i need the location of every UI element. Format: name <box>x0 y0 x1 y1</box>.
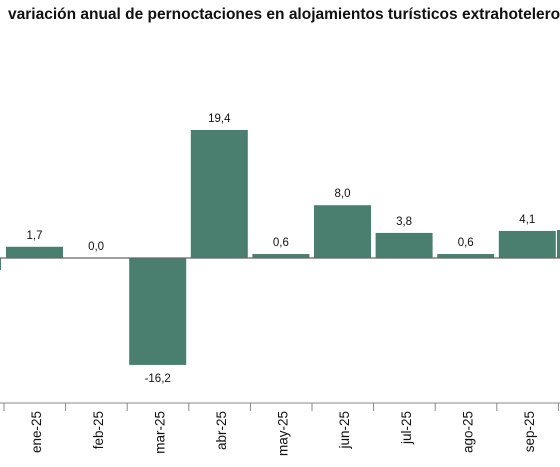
category-label: jun-25 <box>337 411 352 450</box>
bar-ene-25 <box>6 246 63 258</box>
value-label: 0,0 <box>88 241 104 253</box>
bar-mar-25 <box>129 258 187 365</box>
value-label: 19,4 <box>208 113 231 125</box>
bar-ago-25 <box>437 254 495 258</box>
chart-title: variación anual de pernoctaciones en alo… <box>8 6 560 23</box>
ticks-layer <box>3 403 559 411</box>
category-label: ago-25 <box>460 411 475 453</box>
value-label: -16,2 <box>145 373 171 385</box>
category-label: abr-25 <box>214 411 229 450</box>
value-label: 1,7 <box>27 230 43 242</box>
category-label: may-25 <box>276 411 291 456</box>
category-label: mar-25 <box>152 411 167 454</box>
bar-sep-25 <box>498 230 556 258</box>
bar-jul-25 <box>375 232 433 258</box>
bar-partial-right <box>557 230 560 258</box>
bar-jun-25 <box>314 205 371 258</box>
value-label: 0,6 <box>273 237 289 249</box>
category-label: sep-25 <box>522 411 537 452</box>
category-labels-layer: ene-25 feb-25 mar-25 abr-25 may-25 jun-25 jul-… <box>29 411 537 456</box>
value-label: 3,8 <box>396 216 412 228</box>
value-label: 8,0 <box>335 188 351 200</box>
bars-layer <box>0 129 560 365</box>
category-label: ene-25 <box>29 411 44 453</box>
value-label: 4,1 <box>519 214 535 226</box>
bar-may-25 <box>252 254 310 258</box>
value-label: 0,6 <box>458 237 474 249</box>
bar-partial-left <box>0 258 1 270</box>
value-labels-layer: 1,7 0,0 -16,2 19,4 0,6 8,0 3,8 0,6 4,1 <box>27 113 536 385</box>
category-label: jul-25 <box>399 411 414 445</box>
bar-abr-25 <box>190 129 248 258</box>
category-label: feb-25 <box>91 411 106 449</box>
